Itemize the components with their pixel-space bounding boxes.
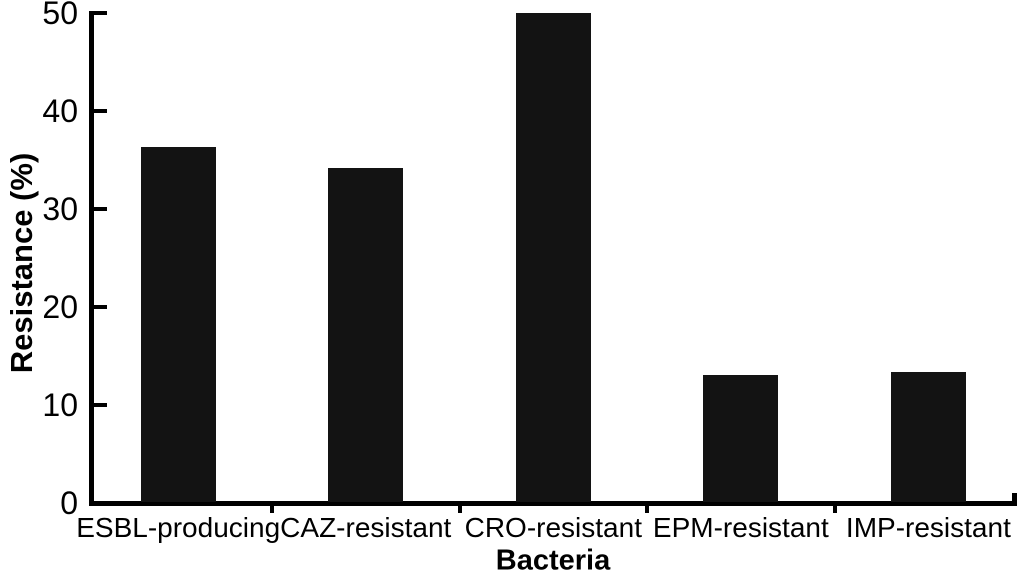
y-axis-title: Resistance (%) bbox=[4, 152, 39, 374]
x-axis-title: Bacteria bbox=[495, 544, 611, 577]
x-tick-mark bbox=[645, 506, 650, 513]
x-tick-mark bbox=[269, 506, 274, 513]
bar-esbl-producing bbox=[140, 147, 216, 502]
y-tick-label: 0 bbox=[60, 485, 78, 521]
x-axis-end-tick-mark bbox=[1012, 493, 1017, 502]
y-tick-mark bbox=[94, 11, 107, 15]
x-tick-mark bbox=[457, 506, 462, 513]
x-tick-label: EPM-resistant bbox=[652, 512, 829, 543]
x-tick-label: CRO-resistant bbox=[464, 512, 642, 543]
y-tick-label: 40 bbox=[42, 93, 78, 129]
y-tick-label: 10 bbox=[42, 387, 78, 423]
bar-cro-resistant bbox=[515, 13, 591, 502]
y-tick-mark bbox=[94, 207, 107, 211]
y-tick-mark bbox=[94, 109, 107, 113]
bar-epm-resistant bbox=[703, 375, 779, 502]
y-tick-label: 30 bbox=[42, 191, 78, 227]
x-tick-label: IMP-resistant bbox=[845, 512, 1011, 543]
y-tick-label: 50 bbox=[42, 0, 78, 31]
x-axis-line bbox=[89, 501, 1017, 506]
y-tick-label: 20 bbox=[42, 289, 78, 325]
x-tick-label: ESBL-producing bbox=[76, 512, 281, 543]
bar-caz-resistant bbox=[328, 168, 404, 502]
x-tick-label: CAZ-resistant bbox=[280, 512, 452, 543]
x-tick-mark bbox=[832, 506, 837, 513]
y-tick-mark bbox=[94, 403, 107, 407]
bar-imp-resistant bbox=[890, 372, 966, 502]
y-tick-mark bbox=[94, 305, 107, 309]
y-axis-line bbox=[89, 11, 94, 506]
